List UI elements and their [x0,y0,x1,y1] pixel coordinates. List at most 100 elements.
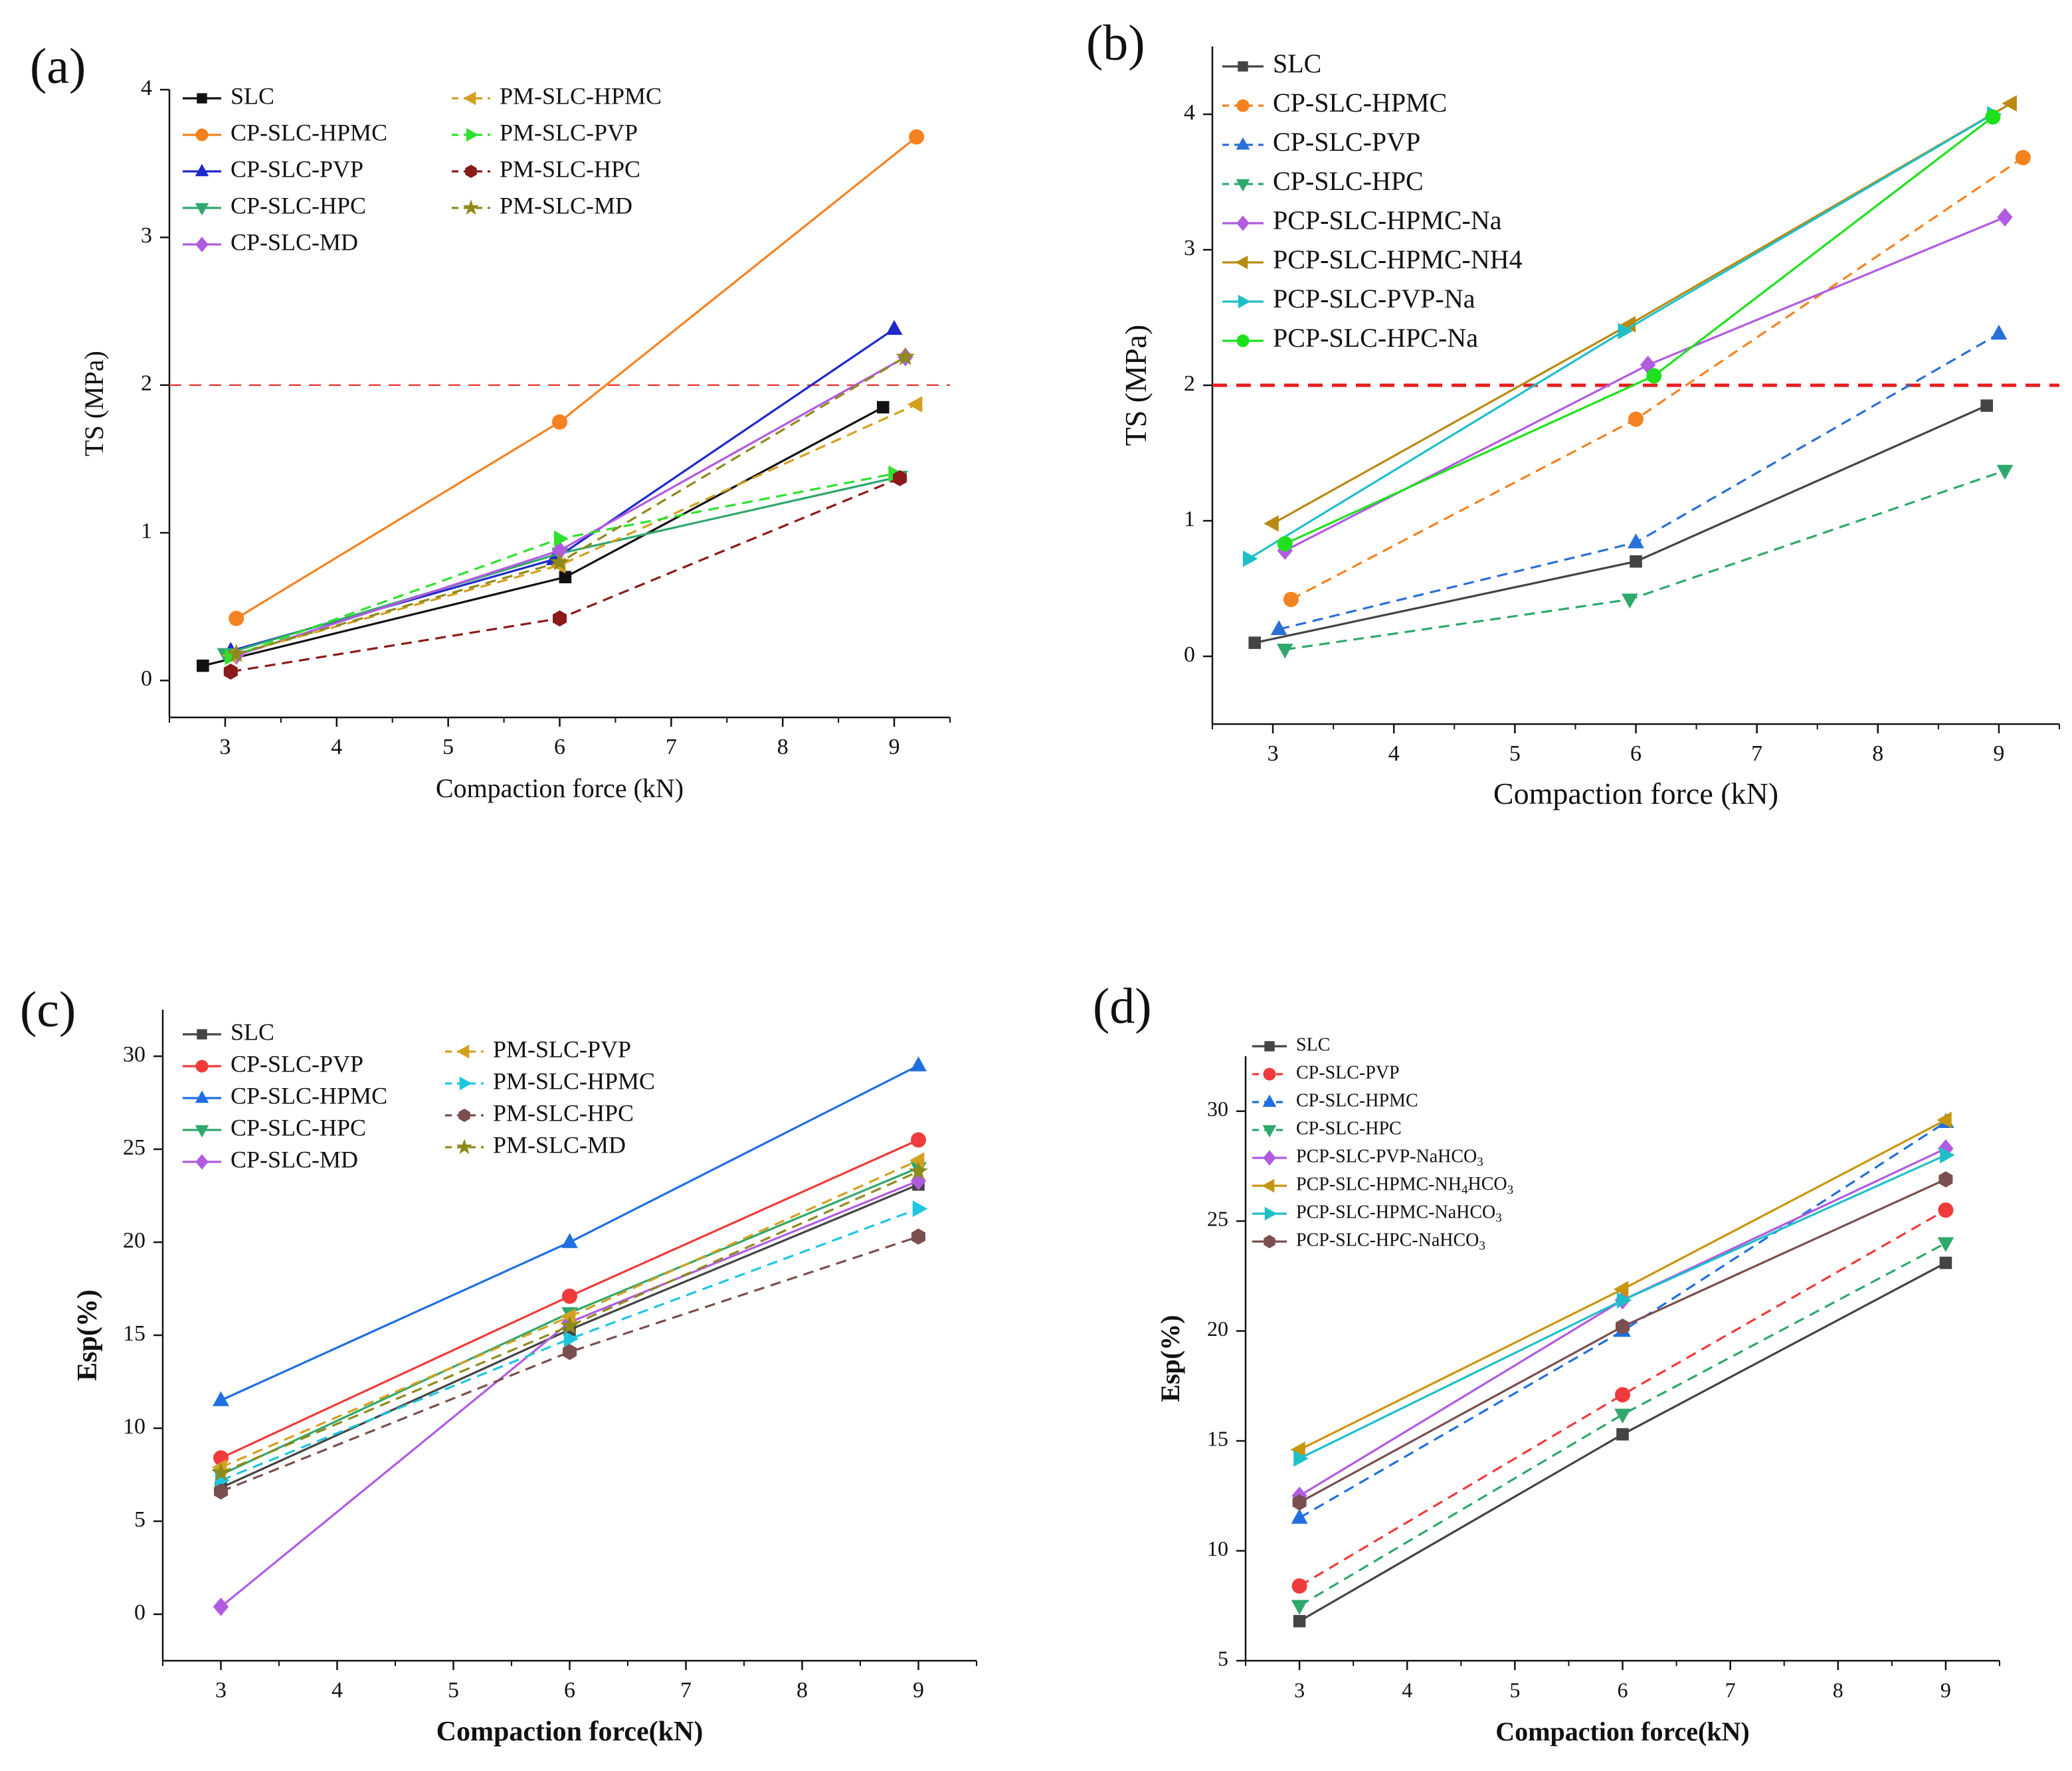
x-tick-label: 8 [797,1678,808,1703]
series-pm-slc-hpc [223,470,907,680]
x-tick-label: 4 [331,1678,343,1703]
legend-swatch-marker [1262,1094,1277,1107]
data-point [1938,1202,1954,1218]
y-tick-label: 15 [1207,1426,1228,1450]
series-line [1299,1209,1946,1587]
legend-swatch-marker [1264,1234,1275,1249]
x-tick-label: 9 [1940,1678,1951,1702]
data-point [1616,1428,1629,1441]
y-tick-label: 3 [141,223,152,248]
legend-label-pcp-slc-hpmc-nahco3: PCP-SLC-HPMC-NaHCO3 [1296,1202,1502,1225]
panel-b: (b) 3 4 5 6 7 8 9 0 1 2 3 4 Compaction force (kN) TS (… [1086,15,2060,810]
series-cp-slc-hpmc [1283,149,2031,607]
series-cp-slc-hpmc [213,1056,927,1406]
data-point [909,1152,925,1169]
data-point [910,1056,927,1072]
series-line [1299,1242,1946,1607]
legend-label-cp-slc-pvp: CP-SLC-PVP [1273,127,1420,157]
data-point [562,1288,577,1304]
series-line [236,356,906,657]
legend-label-pm-slc-hpc: PM-SLC-HPC [493,1099,634,1126]
data-point [1997,208,2013,227]
legend-swatch-marker [195,1090,209,1103]
legend-label-cp-slc-pvp: CP-SLC-PVP [1296,1062,1400,1083]
x-tick-label: 6 [564,1678,575,1703]
x-axis-label: Compaction force(kN) [1495,1717,1750,1746]
legend-label-cp-slc-hpc: CP-SLC-HPC [231,192,366,219]
series-cp-slc-hpc [1276,464,2014,659]
series-line [1299,1261,1946,1622]
data-point [211,1462,231,1481]
legend-swatch-marker [1236,179,1250,192]
x-tick-label: 5 [1509,741,1521,766]
series-line [230,403,917,657]
data-point [553,610,567,627]
series-line [1254,405,1988,644]
series-pm-slc-pvp [211,1152,925,1476]
series-slc [1293,1256,1952,1628]
series-line [220,1236,919,1493]
series-line [220,1208,919,1481]
data-point [1616,1291,1632,1309]
legend-swatch-marker [195,236,209,252]
legend-label-cp-slc-hpmc: CP-SLC-HPMC [231,119,387,145]
legend-label-slc: SLC [1273,48,1321,78]
x-tick-label: 9 [1993,741,2004,766]
series-cp-slc-pvp [1270,324,2008,635]
y-axis-label: Esp(%) [1155,1315,1185,1402]
data-point [1276,644,1293,659]
legend-swatch-marker [458,1108,470,1123]
x-tick-label: 4 [1388,741,1400,766]
y-axis-label: TS (MPa) [1119,325,1153,446]
data-point [227,644,246,662]
data-point [223,663,238,680]
legend-label-cp-slc-hpc: CP-SLC-HPC [1296,1118,1402,1139]
x-tick-label: 5 [448,1678,459,1703]
y-tick-label: 30 [1207,1097,1228,1121]
y-tick-label: 25 [123,1135,145,1160]
x-tick-label: 8 [1872,741,1883,766]
legend-swatch-marker [195,1154,209,1170]
legend-label-cp-slc-hpmc: CP-SLC-HPMC [1273,88,1447,118]
legend-label-cp-slc-hpmc: CP-SLC-HPMC [231,1082,387,1109]
series-line [1299,1178,1946,1504]
data-point [1996,464,2014,480]
legend-label-cp-slc-hpmc: CP-SLC-HPMC [1296,1090,1418,1111]
data-point [197,659,209,672]
legend-swatch-marker [1236,334,1250,347]
x-tick-label: 7 [680,1678,692,1703]
series-pcp-slc-hpc-nahco3 [1292,1171,1953,1511]
data-point [1264,515,1279,532]
data-point [1292,1494,1307,1511]
data-point [911,1132,926,1148]
legend-swatch-marker [1236,215,1250,231]
legend-label-pcp-slc-hpmc-nh4: PCP-SLC-HPMC-NH4 [1273,244,1523,274]
legend-swatch-marker [1264,1041,1275,1052]
legend-swatch-marker [197,1029,207,1040]
legend: SLC CP-SLC-PVP CP-SLC-HPMC CP-SLC-HPC CP-SLC… [183,1018,655,1172]
legend-label-pm-slc-hpmc: PM-SLC-HPMC [493,1068,655,1094]
legend-swatch-marker [463,91,476,106]
data-point [1270,620,1287,635]
series-pcp-slc-hpmc-nh4hco3 [1290,1111,1952,1458]
data-point [909,129,925,145]
legend-swatch-marker [195,1060,209,1073]
x-tick-label: 4 [331,735,342,759]
legend-swatch-marker [1235,255,1248,270]
data-point [907,396,923,413]
x-tick-label: 9 [913,1678,924,1703]
legend-swatch-marker [1236,99,1250,112]
series-pm-slc-md [211,1161,929,1481]
legend-swatch-marker [1262,1178,1275,1193]
data-point [559,1315,580,1335]
data-point [886,320,903,335]
data-point [1936,1111,1952,1129]
data-point [1980,399,1994,412]
y-axis-label: Esp(%) [72,1289,103,1381]
y-tick-label: 10 [1207,1537,1228,1560]
legend-swatch-marker [195,163,209,177]
legend-swatch-marker [195,128,209,141]
x-tick-label: 9 [889,735,900,759]
series-line [220,1170,919,1474]
